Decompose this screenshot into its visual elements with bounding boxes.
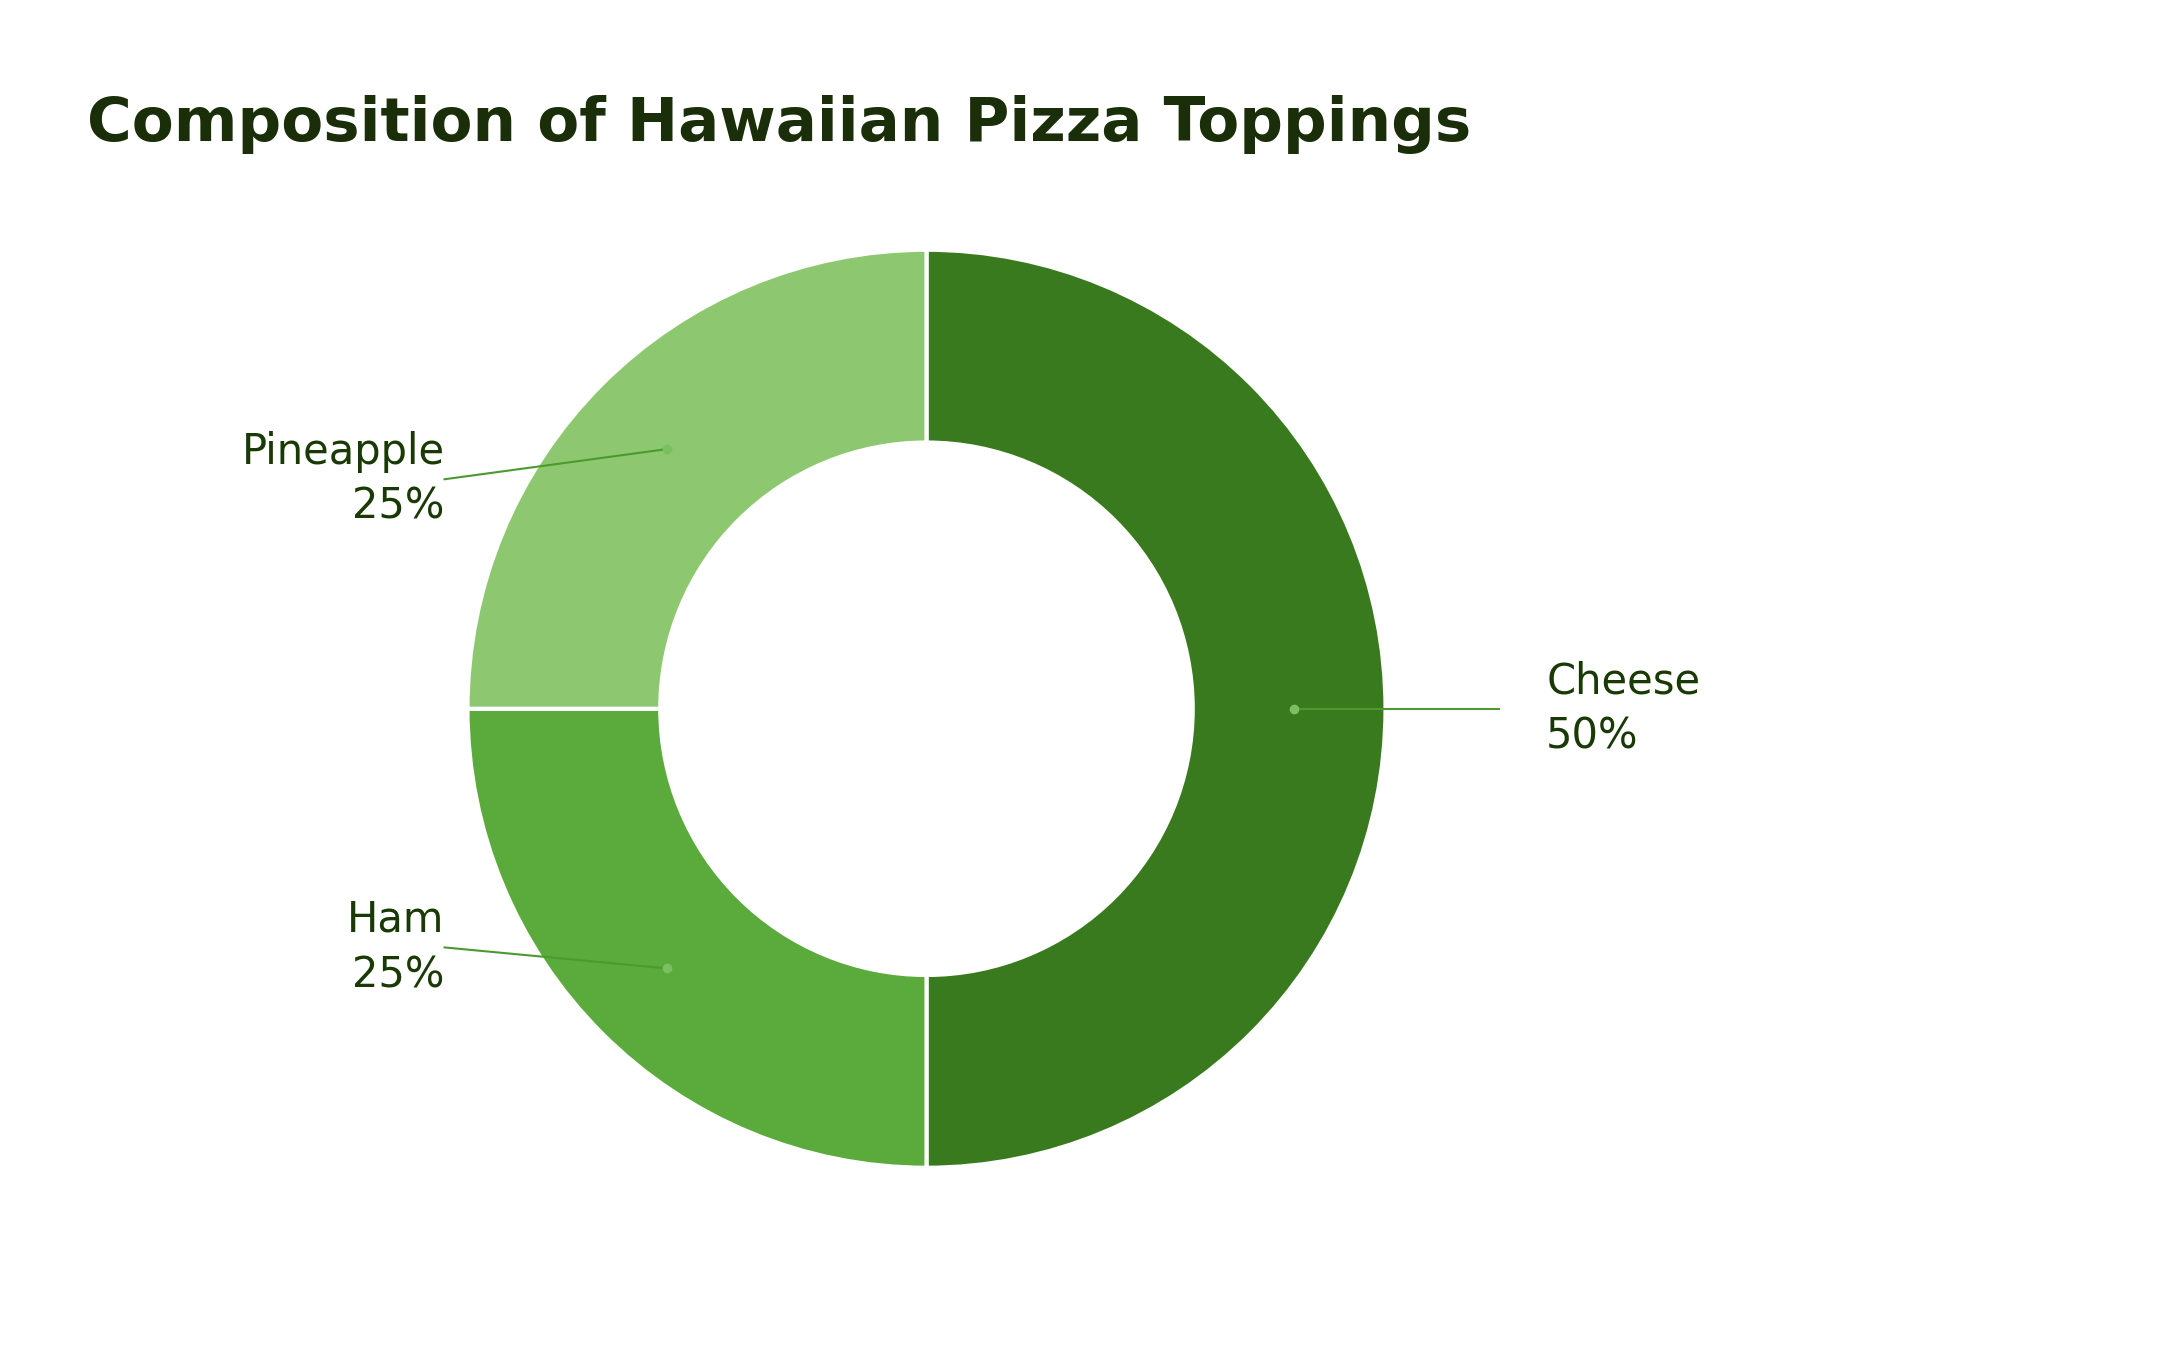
Text: Pineapple
25%: Pineapple 25% [242,431,445,528]
Text: Composition of Hawaiian Pizza Toppings: Composition of Hawaiian Pizza Toppings [87,95,1472,154]
Text: Cheese
50%: Cheese 50% [1546,660,1700,757]
Wedge shape [467,709,926,1168]
Text: Ham
25%: Ham 25% [347,899,445,996]
Wedge shape [467,250,926,709]
Wedge shape [926,250,1386,1168]
